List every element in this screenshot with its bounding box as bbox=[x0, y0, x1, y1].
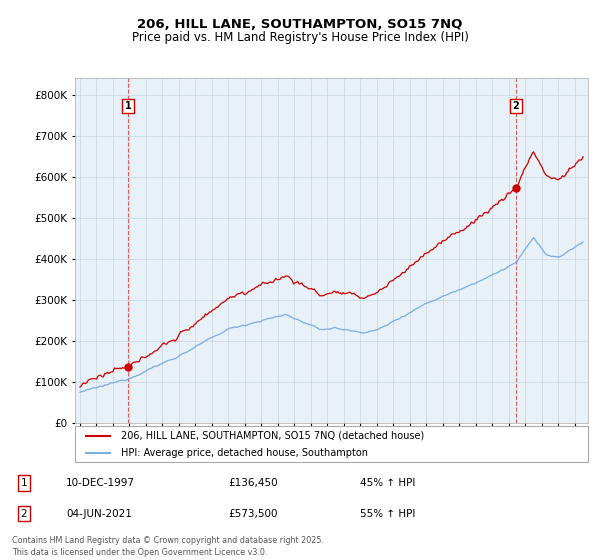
Text: 55% ↑ HPI: 55% ↑ HPI bbox=[360, 509, 415, 519]
Text: 1: 1 bbox=[20, 478, 28, 488]
Text: HPI: Average price, detached house, Southampton: HPI: Average price, detached house, Sout… bbox=[121, 448, 368, 458]
Text: Price paid vs. HM Land Registry's House Price Index (HPI): Price paid vs. HM Land Registry's House … bbox=[131, 31, 469, 44]
Text: 2: 2 bbox=[20, 509, 28, 519]
Text: 206, HILL LANE, SOUTHAMPTON, SO15 7NQ: 206, HILL LANE, SOUTHAMPTON, SO15 7NQ bbox=[137, 18, 463, 31]
Text: 10-DEC-1997: 10-DEC-1997 bbox=[66, 478, 135, 488]
Text: £136,450: £136,450 bbox=[228, 478, 278, 488]
Text: 04-JUN-2021: 04-JUN-2021 bbox=[66, 509, 132, 519]
Text: 1: 1 bbox=[125, 101, 131, 111]
Text: £573,500: £573,500 bbox=[228, 509, 277, 519]
Text: 206, HILL LANE, SOUTHAMPTON, SO15 7NQ (detached house): 206, HILL LANE, SOUTHAMPTON, SO15 7NQ (d… bbox=[121, 431, 424, 441]
Text: 45% ↑ HPI: 45% ↑ HPI bbox=[360, 478, 415, 488]
Text: Contains HM Land Registry data © Crown copyright and database right 2025.
This d: Contains HM Land Registry data © Crown c… bbox=[12, 536, 324, 557]
Text: 2: 2 bbox=[512, 101, 519, 111]
